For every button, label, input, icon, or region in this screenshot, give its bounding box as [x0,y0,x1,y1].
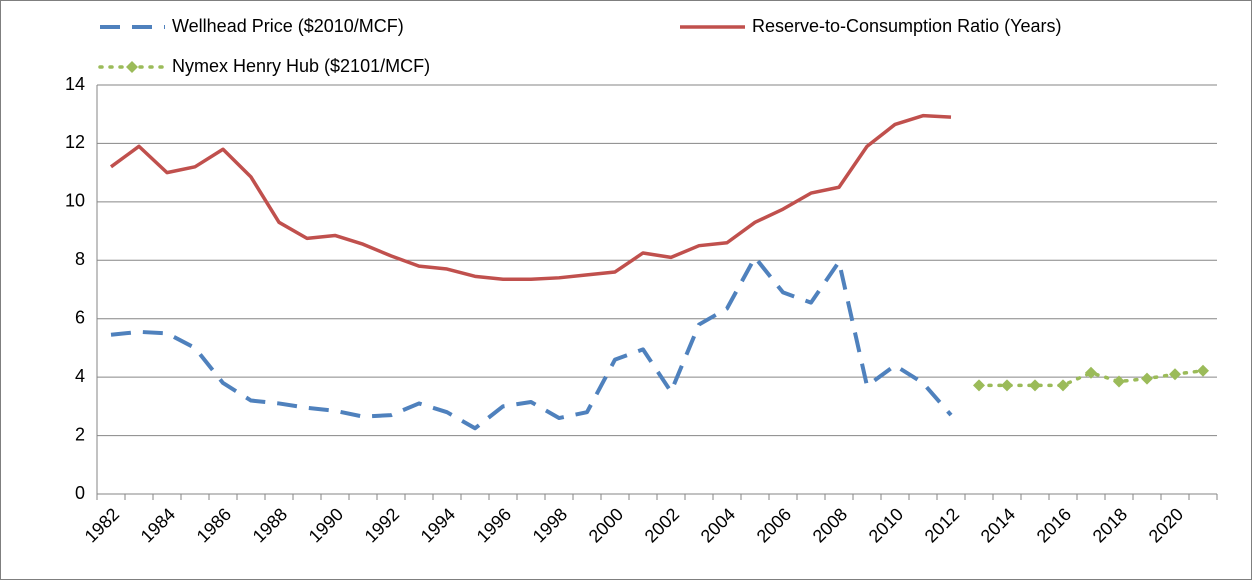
data-point [1113,375,1125,388]
y-tick-label: 2 [75,424,85,444]
y-tick-label: 12 [65,132,85,152]
data-point [973,379,985,392]
series-line [110,255,953,431]
legend-label: Wellhead Price ($2010/MCF) [172,16,404,36]
y-tick-label: 10 [65,191,85,211]
y-tick-label: 8 [75,249,85,269]
data-point [1001,379,1013,392]
y-tick-label: 4 [75,366,85,386]
legend-marker [126,61,138,73]
data-point [1141,372,1153,385]
y-tick-label: 14 [65,74,85,94]
legend-label: Nymex Henry Hub ($2101/MCF) [172,56,430,76]
y-tick-label: 6 [75,307,85,327]
legend-label: Reserve-to-Consumption Ratio (Years) [752,16,1061,36]
data-point [1029,379,1041,392]
data-point [1057,379,1069,392]
data-point [1085,366,1097,379]
y-tick-label: 0 [75,483,85,503]
series-line [109,113,952,282]
data-point [1197,364,1209,377]
data-point [1169,368,1181,381]
series-line [977,368,1205,388]
